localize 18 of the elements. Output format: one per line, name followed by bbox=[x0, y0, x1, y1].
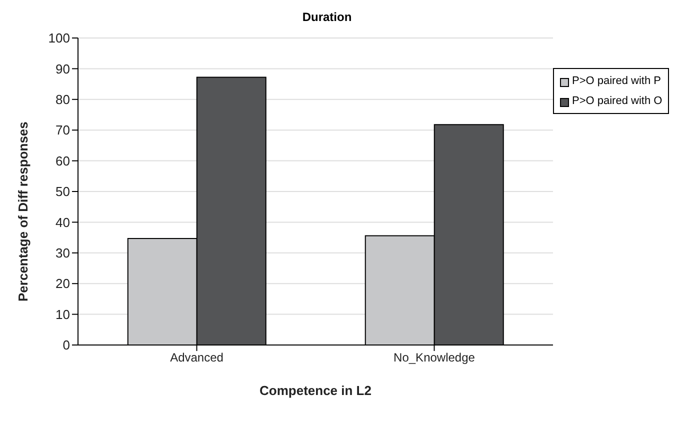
y-tick-label: 70 bbox=[56, 122, 70, 138]
y-tick-label: 50 bbox=[56, 184, 70, 200]
y-tick-label: 30 bbox=[56, 246, 70, 261]
y-tick-label: 20 bbox=[56, 276, 70, 292]
legend-label: P>O paired with P bbox=[572, 75, 661, 87]
legend-label: P>O paired with O bbox=[572, 95, 662, 107]
y-tick-label: 10 bbox=[56, 306, 70, 322]
x-axis-title: Competence in L2 bbox=[260, 383, 372, 398]
y-axis-title: Percentage of Diff responses bbox=[16, 122, 31, 302]
y-tick-label: 100 bbox=[48, 30, 70, 46]
x-tick-label: No_Knowledge bbox=[394, 350, 476, 365]
y-tick-label: 90 bbox=[56, 61, 70, 76]
y-tick-label: 60 bbox=[56, 153, 70, 168]
y-tick-label: 80 bbox=[56, 92, 70, 108]
x-tick-label: Advanced bbox=[170, 350, 224, 365]
chart-title: Duration bbox=[301, 10, 353, 24]
y-tick-label: 0 bbox=[62, 338, 70, 353]
y-tick-label: 40 bbox=[56, 214, 70, 230]
